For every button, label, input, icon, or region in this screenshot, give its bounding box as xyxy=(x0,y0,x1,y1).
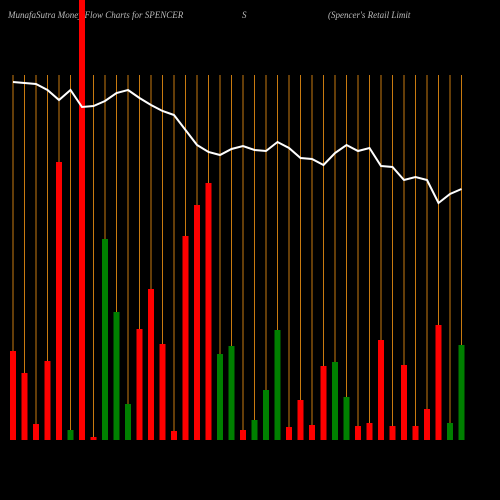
bar xyxy=(378,340,384,440)
bar xyxy=(401,365,407,440)
bar xyxy=(297,400,304,440)
bar xyxy=(21,373,28,440)
chart-title: (Spencer's Retail Limit xyxy=(328,10,411,20)
bar xyxy=(194,205,200,440)
bar xyxy=(102,239,108,440)
bar xyxy=(148,289,154,440)
money-flow-line xyxy=(12,81,462,205)
bar xyxy=(389,426,396,440)
bar xyxy=(67,430,74,440)
bar xyxy=(366,423,373,440)
bar xyxy=(286,427,292,440)
chart-title: MunafaSutra Money Flow Charts for SPENCE… xyxy=(7,10,184,20)
bar xyxy=(412,426,419,440)
bar xyxy=(435,325,442,440)
bar xyxy=(136,329,143,440)
bar xyxy=(343,397,350,440)
bar xyxy=(251,420,258,440)
bar xyxy=(309,425,315,440)
bar xyxy=(355,426,361,440)
chart-title: S xyxy=(242,10,247,20)
bar xyxy=(10,351,16,440)
bar xyxy=(424,409,430,440)
bar xyxy=(228,346,235,440)
bar xyxy=(458,345,465,440)
bar xyxy=(56,162,62,440)
bar xyxy=(159,344,166,440)
bar xyxy=(90,437,97,440)
bar xyxy=(182,236,189,440)
bar xyxy=(33,424,39,440)
bar xyxy=(320,366,327,440)
bar xyxy=(447,423,453,440)
bar xyxy=(125,404,131,440)
bar xyxy=(79,0,85,440)
bar xyxy=(171,431,177,440)
bar xyxy=(217,354,223,440)
bar xyxy=(44,361,51,440)
bar xyxy=(205,183,212,440)
bar xyxy=(274,330,281,440)
bar xyxy=(113,312,120,440)
bar xyxy=(263,390,269,440)
bar xyxy=(332,362,338,440)
bar xyxy=(240,430,246,440)
